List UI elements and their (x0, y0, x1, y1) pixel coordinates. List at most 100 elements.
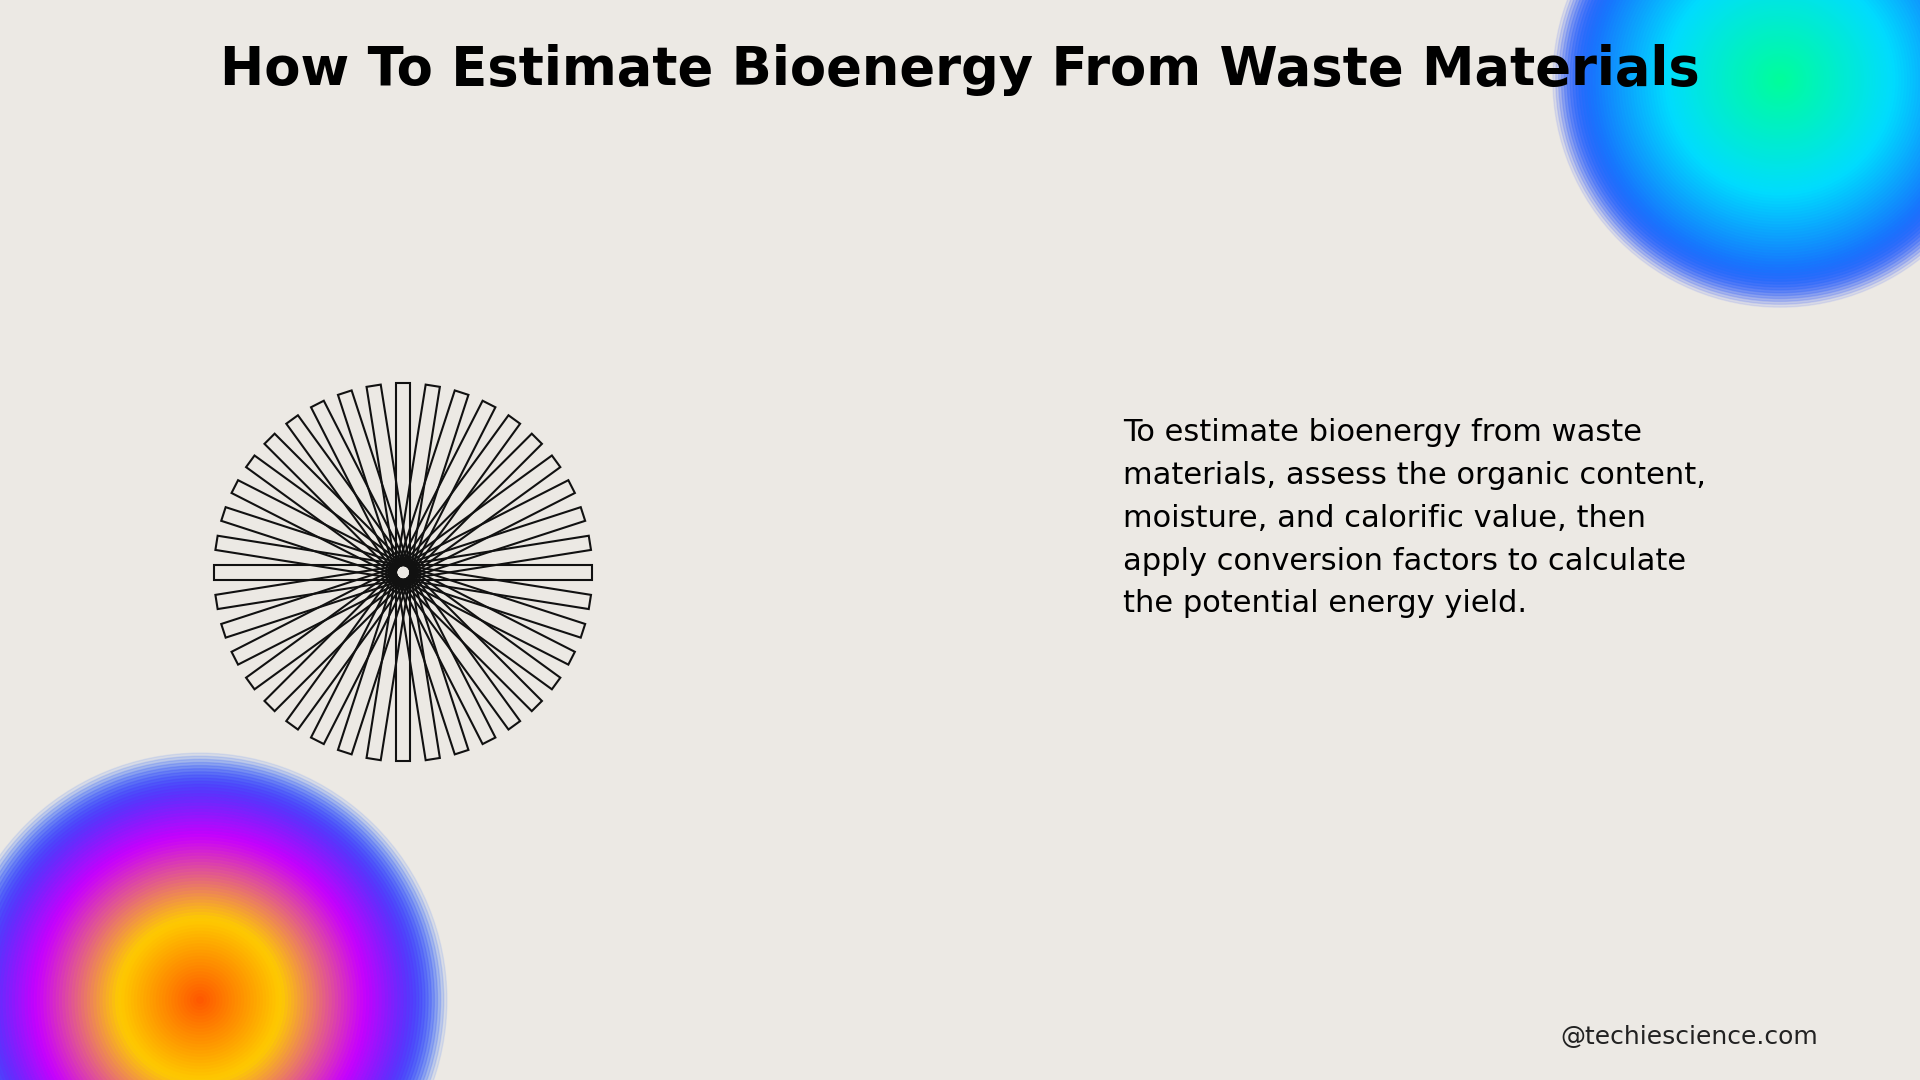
Circle shape (125, 924, 275, 1075)
Circle shape (0, 769, 432, 1080)
Circle shape (0, 753, 447, 1080)
Circle shape (0, 784, 415, 1080)
Circle shape (1613, 0, 1920, 246)
Circle shape (1596, 0, 1920, 264)
Circle shape (4, 804, 397, 1080)
Circle shape (1732, 31, 1830, 129)
Circle shape (56, 856, 344, 1080)
Circle shape (1688, 0, 1872, 172)
Circle shape (1778, 77, 1784, 83)
Circle shape (1761, 59, 1801, 100)
Circle shape (44, 843, 357, 1080)
Circle shape (1755, 54, 1807, 106)
Circle shape (1584, 0, 1920, 275)
Circle shape (0, 759, 440, 1080)
Circle shape (1553, 0, 1920, 307)
Circle shape (63, 863, 338, 1080)
Circle shape (1728, 28, 1832, 132)
Circle shape (138, 937, 263, 1063)
Circle shape (144, 944, 255, 1056)
Circle shape (198, 997, 204, 1003)
Circle shape (1686, 0, 1874, 175)
Circle shape (29, 828, 372, 1080)
Circle shape (1715, 14, 1847, 146)
Circle shape (6, 807, 394, 1080)
Circle shape (10, 809, 390, 1080)
Circle shape (1734, 33, 1826, 126)
Text: How To Estimate Bioenergy From Waste Materials: How To Estimate Bioenergy From Waste Mat… (221, 44, 1699, 96)
Circle shape (1705, 5, 1855, 154)
Circle shape (0, 787, 413, 1080)
Circle shape (1743, 42, 1818, 118)
Circle shape (1659, 0, 1901, 201)
Circle shape (1607, 0, 1920, 253)
Circle shape (179, 978, 223, 1022)
Circle shape (1567, 0, 1920, 293)
Circle shape (38, 837, 363, 1080)
Circle shape (1559, 0, 1920, 301)
Circle shape (1697, 0, 1864, 163)
Circle shape (129, 928, 273, 1071)
Circle shape (79, 878, 323, 1080)
Circle shape (156, 956, 244, 1043)
Circle shape (1663, 0, 1897, 198)
Text: To estimate bioenergy from waste
materials, assess the organic content,
moisture: To estimate bioenergy from waste materia… (1123, 418, 1707, 619)
Circle shape (25, 825, 374, 1080)
Circle shape (0, 791, 409, 1080)
Circle shape (1766, 66, 1795, 94)
Circle shape (1617, 0, 1920, 244)
Circle shape (1668, 0, 1891, 192)
Circle shape (69, 868, 332, 1080)
Circle shape (1642, 0, 1918, 218)
Circle shape (1611, 0, 1920, 249)
Circle shape (1647, 0, 1912, 213)
Circle shape (1605, 0, 1920, 255)
Circle shape (159, 959, 240, 1041)
Circle shape (1772, 71, 1789, 89)
Circle shape (0, 794, 407, 1080)
Circle shape (1653, 0, 1907, 206)
Circle shape (1768, 68, 1791, 92)
Circle shape (35, 835, 365, 1080)
Circle shape (173, 972, 228, 1028)
Circle shape (104, 903, 298, 1080)
Circle shape (1745, 45, 1814, 114)
Circle shape (60, 860, 340, 1080)
Circle shape (1674, 0, 1885, 187)
Circle shape (1676, 0, 1884, 184)
Circle shape (84, 885, 315, 1080)
Circle shape (0, 772, 428, 1080)
Circle shape (1588, 0, 1920, 272)
Circle shape (0, 762, 438, 1080)
Circle shape (1680, 0, 1880, 180)
Circle shape (19, 819, 382, 1080)
Circle shape (1716, 17, 1843, 144)
Circle shape (150, 950, 250, 1050)
Circle shape (50, 850, 349, 1080)
Circle shape (1722, 23, 1837, 137)
Circle shape (0, 756, 444, 1080)
Circle shape (1711, 11, 1849, 149)
Circle shape (1692, 0, 1870, 170)
Circle shape (1601, 0, 1920, 258)
Circle shape (21, 822, 378, 1080)
Circle shape (1599, 0, 1920, 261)
Circle shape (1590, 0, 1920, 270)
Circle shape (1636, 0, 1920, 224)
Circle shape (1657, 0, 1903, 204)
Circle shape (121, 922, 278, 1078)
Circle shape (31, 832, 369, 1080)
Circle shape (1740, 40, 1820, 120)
Circle shape (1571, 0, 1920, 289)
Circle shape (1665, 0, 1895, 195)
Circle shape (1640, 0, 1920, 221)
Circle shape (180, 982, 219, 1018)
Circle shape (154, 954, 248, 1047)
Circle shape (109, 909, 290, 1080)
Circle shape (1651, 0, 1908, 210)
Circle shape (140, 941, 259, 1059)
Circle shape (1720, 19, 1841, 140)
Circle shape (0, 800, 399, 1080)
Circle shape (194, 994, 205, 1007)
Circle shape (1619, 0, 1920, 241)
